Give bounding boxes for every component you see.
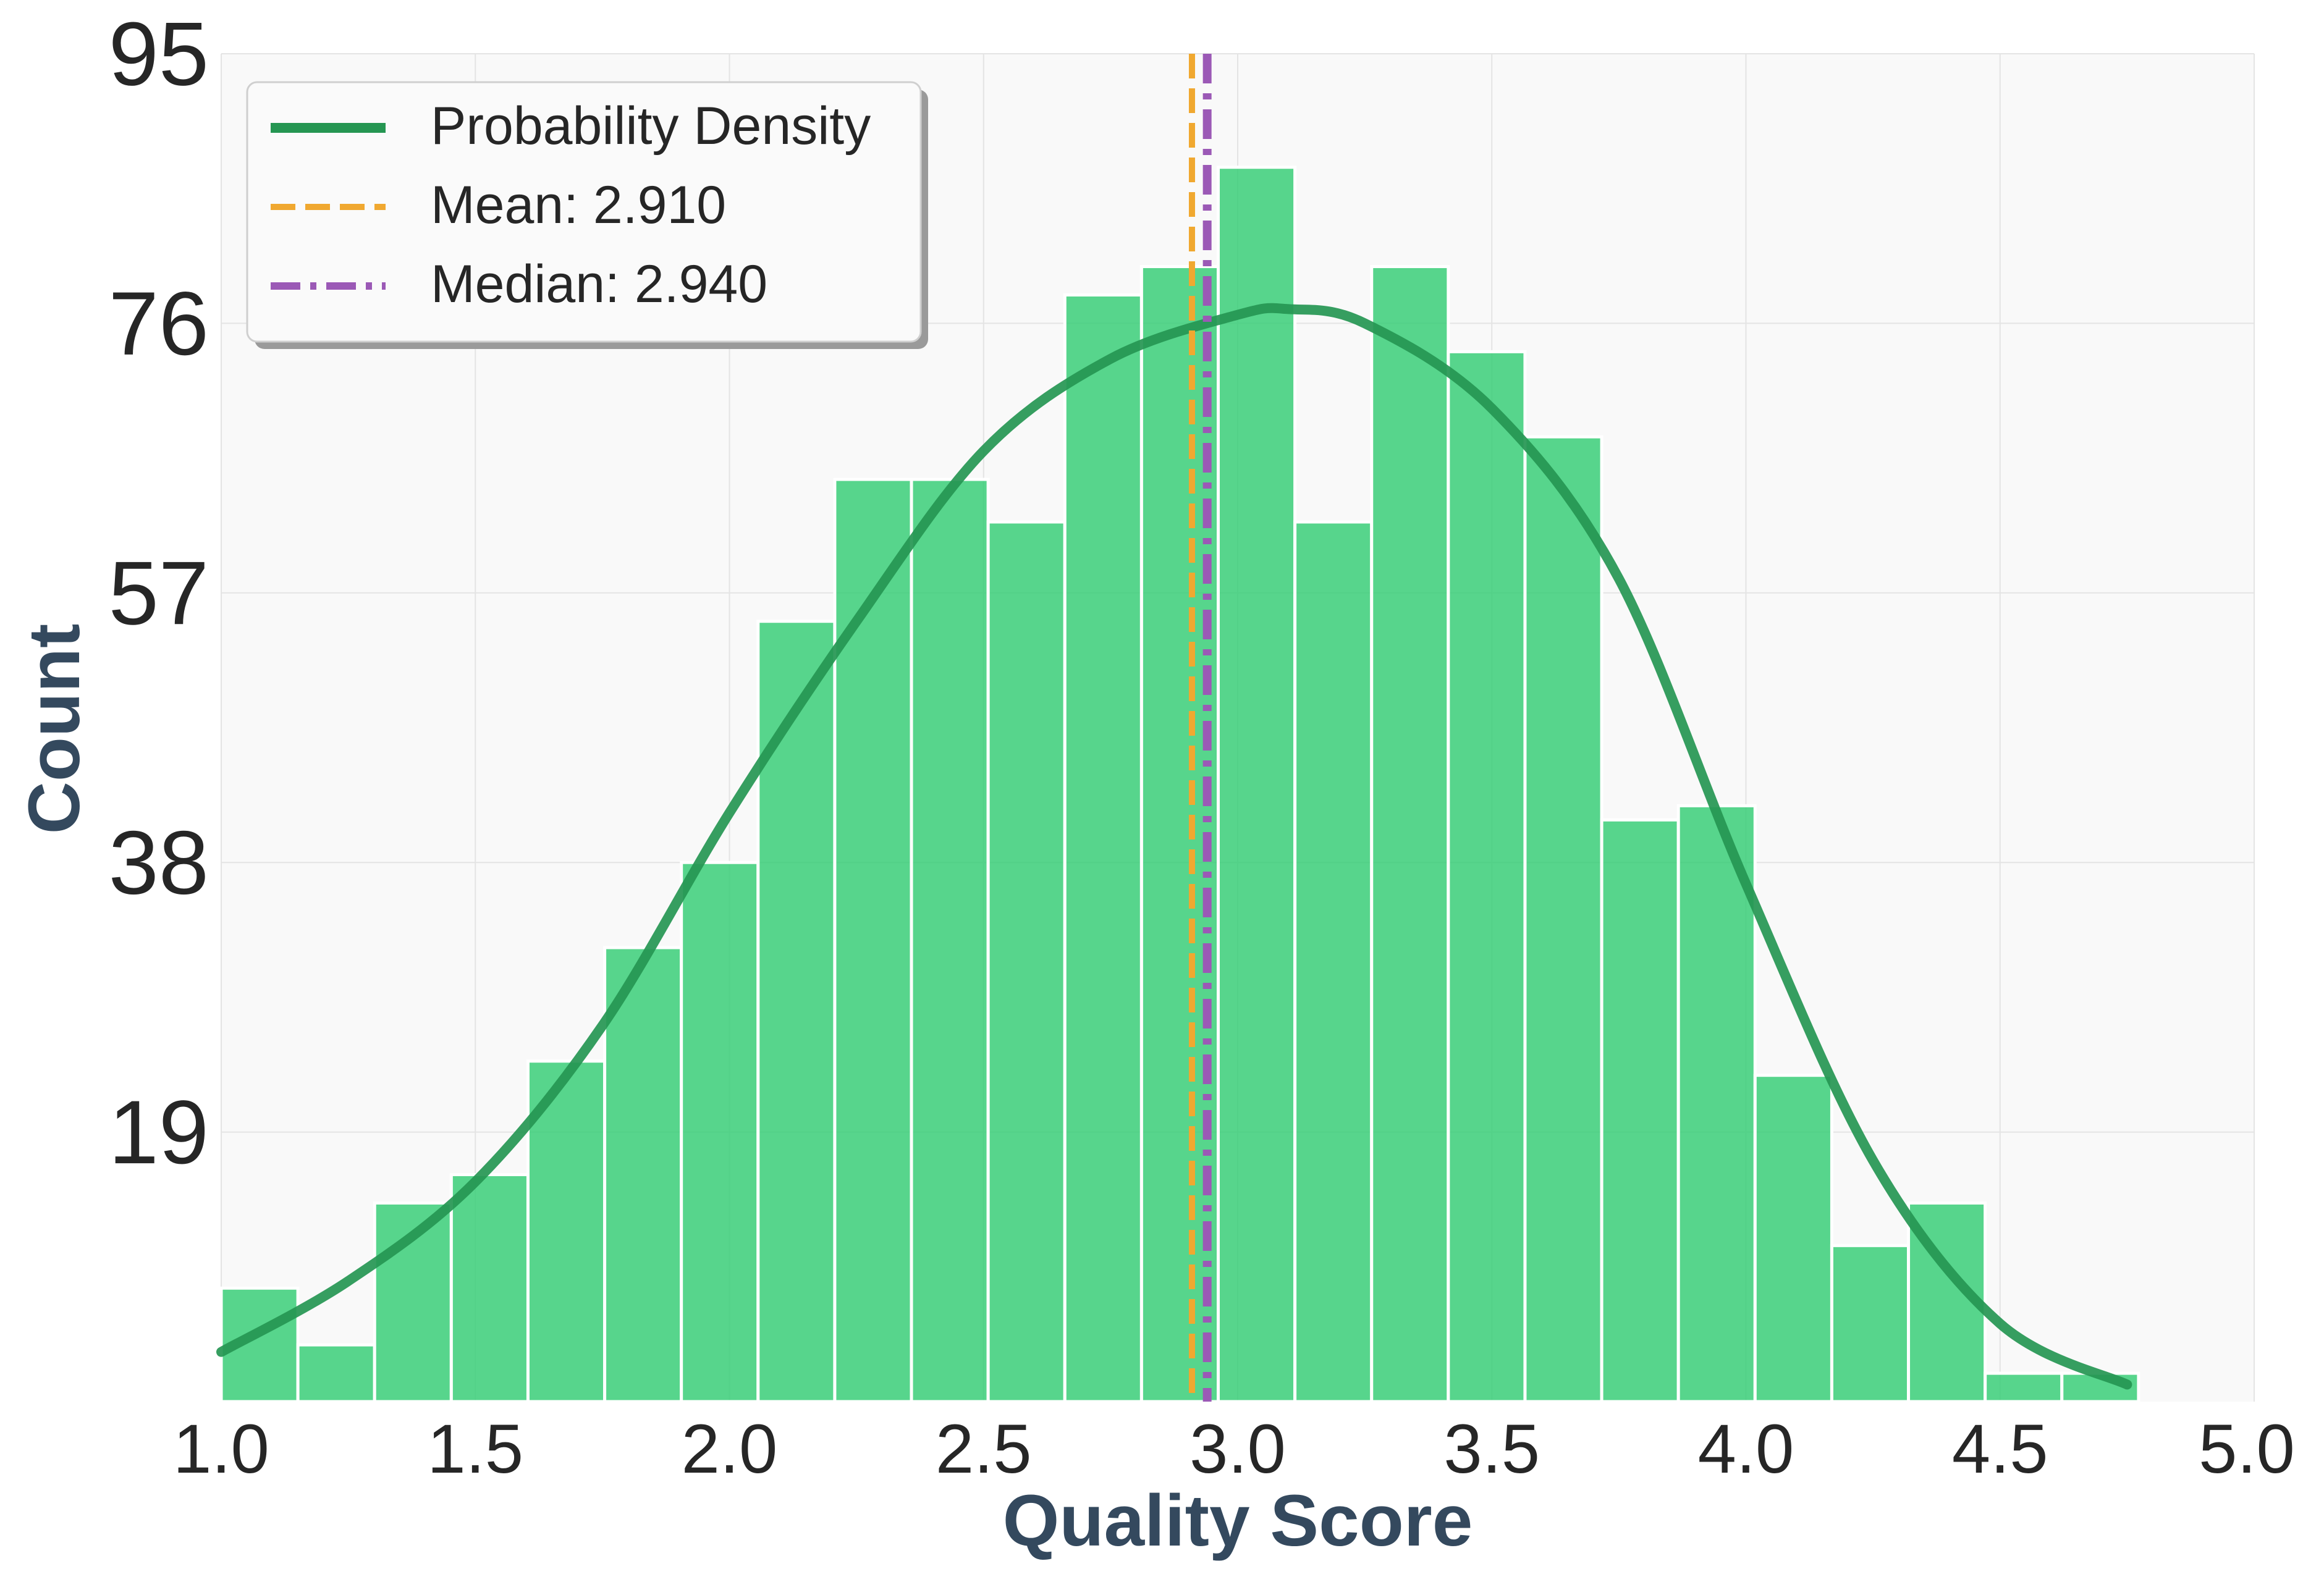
histogram-bar-14: [1293, 520, 1374, 1403]
x-tick-label-3: 2.5: [936, 1410, 1032, 1487]
y-axis-label: Count: [14, 624, 95, 835]
y-tick-label-0: 19: [109, 1082, 209, 1182]
x-tick-label-4: 3.0: [1189, 1410, 1286, 1487]
x-tick-label-2: 2.0: [682, 1410, 778, 1487]
y-tick-labels: 19 38 57 76 95: [109, 4, 209, 1183]
x-tick-label-6: 4.0: [1698, 1410, 1794, 1487]
x-axis-label: Quality Score: [1003, 1480, 1473, 1562]
histogram-bar-16: [1447, 350, 1527, 1403]
histogram-bar-21: [1830, 1243, 1911, 1403]
legend-mean-label: Mean: 2.910: [431, 175, 726, 235]
legend: Probability Density Mean: 2.910 Median: …: [246, 81, 928, 349]
legend-box: [246, 81, 922, 343]
histogram-bar-6: [680, 860, 760, 1403]
histogram-bar-11: [1063, 293, 1143, 1403]
y-tick-label-4: 95: [109, 4, 209, 104]
density-curve: [216, 303, 2132, 1390]
histogram-bar-15: [1370, 265, 1450, 1403]
histogram-bar-8: [833, 478, 913, 1403]
x-tick-label-1: 1.5: [427, 1410, 523, 1487]
histogram-bar-18: [1600, 818, 1680, 1403]
histogram-bar-10: [986, 520, 1067, 1403]
histogram-bar-19: [1676, 804, 1757, 1403]
histogram-bar-20: [1753, 1074, 1833, 1403]
histogram-bar-23: [1984, 1371, 2064, 1403]
legend-density-label: Probability Density: [431, 96, 871, 156]
histogram-bar-17: [1523, 435, 1604, 1403]
histogram-bar-13: [1216, 166, 1297, 1403]
x-tick-label-5: 3.5: [1443, 1410, 1540, 1487]
x-tick-label-0: 1.0: [173, 1410, 269, 1487]
x-tick-label-7: 4.5: [1952, 1410, 2048, 1487]
histogram-bar-9: [910, 478, 990, 1403]
histogram-bar-5: [603, 946, 683, 1403]
histogram-bar-1: [296, 1343, 376, 1403]
y-tick-label-2: 57: [109, 542, 209, 643]
legend-median-label: Median: 2.940: [431, 255, 767, 314]
histogram-bar-7: [756, 620, 837, 1403]
x-tick-label-8: 5.0: [2199, 1410, 2295, 1487]
y-tick-label-3: 76: [109, 273, 209, 374]
histogram-bar-3: [449, 1173, 530, 1403]
x-tick-labels: 1.0 1.5 2.0 2.5 3.0 3.5 4.0 4.5 5.0: [173, 1410, 2295, 1487]
histogram-bars: [219, 166, 2140, 1403]
y-tick-label-1: 38: [109, 812, 209, 913]
